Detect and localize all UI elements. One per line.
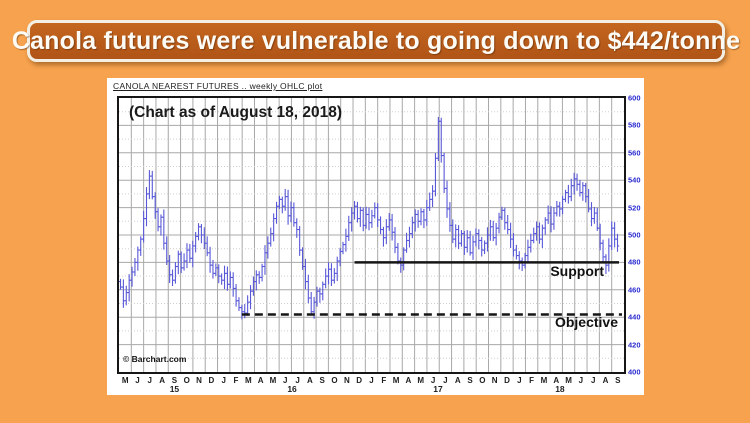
y-axis-label: 560 bbox=[628, 148, 641, 158]
chart-header-title: CANOLA NEAREST FUTURES .. weekly OHLC pl… bbox=[113, 81, 323, 91]
barchart-credit: © Barchart.com bbox=[123, 354, 187, 364]
month-label: D bbox=[504, 376, 510, 385]
month-label: J bbox=[443, 376, 448, 385]
y-axis-label: 540 bbox=[628, 175, 641, 185]
month-label: S bbox=[319, 376, 325, 385]
month-label: A bbox=[257, 376, 264, 385]
month-label: O bbox=[183, 376, 190, 385]
month-label: M bbox=[121, 376, 129, 385]
month-label: J bbox=[135, 376, 140, 385]
month-label: A bbox=[159, 376, 165, 385]
month-label: J bbox=[295, 376, 300, 385]
year-label: 16 bbox=[287, 384, 297, 394]
month-label: F bbox=[381, 376, 387, 385]
year-label: 18 bbox=[555, 384, 565, 394]
month-label: N bbox=[196, 376, 202, 385]
month-label: J bbox=[221, 376, 226, 385]
month-label: F bbox=[529, 376, 535, 385]
month-label: J bbox=[517, 376, 522, 385]
ohlc-chart bbox=[119, 98, 624, 372]
month-label: S bbox=[171, 376, 178, 385]
month-label: M bbox=[565, 376, 572, 385]
title-banner: Canola futures were vulnerable to going … bbox=[12, 20, 740, 62]
month-label: N bbox=[491, 376, 498, 385]
chart-panel: CANOLA NEAREST FUTURES .. weekly OHLC pl… bbox=[107, 78, 644, 395]
month-label: O bbox=[479, 376, 486, 385]
month-label: A bbox=[602, 376, 609, 385]
slide-title: Canola futures were vulnerable to going … bbox=[11, 26, 741, 55]
month-label: A bbox=[454, 376, 461, 385]
month-label: J bbox=[369, 376, 374, 385]
month-label: J bbox=[430, 376, 436, 385]
plot-area bbox=[117, 96, 626, 374]
month-label: M bbox=[417, 376, 425, 385]
y-axis-label: 400 bbox=[628, 367, 641, 377]
month-label: A bbox=[307, 376, 313, 385]
month-label: F bbox=[233, 376, 239, 385]
month-label: J bbox=[283, 376, 288, 385]
month-label: A bbox=[553, 376, 560, 385]
month-label: M bbox=[269, 376, 277, 385]
month-label: J bbox=[590, 376, 596, 385]
month-label: A bbox=[405, 376, 412, 385]
month-label: S bbox=[615, 376, 621, 385]
y-axis-label: 440 bbox=[628, 312, 641, 322]
month-label: J bbox=[147, 376, 153, 385]
y-axis-label: 480 bbox=[628, 257, 641, 267]
objective-line-label: Objective bbox=[554, 314, 618, 330]
y-axis-label: 600 bbox=[628, 93, 641, 103]
y-axis-label: 460 bbox=[628, 285, 641, 295]
y-axis-label: 580 bbox=[628, 120, 641, 130]
month-label: M bbox=[392, 376, 400, 385]
month-label: D bbox=[208, 376, 215, 385]
month-label: N bbox=[343, 376, 350, 385]
month-label: M bbox=[540, 376, 548, 385]
year-label: 15 bbox=[169, 384, 180, 394]
chart-date-annotation: (Chart as of August 18, 2018) bbox=[129, 104, 343, 121]
year-label: 17 bbox=[433, 384, 443, 394]
support-line-label: Support bbox=[550, 263, 604, 279]
month-label: S bbox=[467, 376, 473, 385]
y-axis-label: 500 bbox=[628, 230, 641, 240]
month-label: D bbox=[356, 376, 363, 385]
month-label: J bbox=[578, 376, 584, 385]
y-axis-label: 420 bbox=[628, 340, 641, 350]
y-axis-label: 520 bbox=[628, 203, 641, 213]
month-label: M bbox=[244, 376, 252, 385]
month-label: O bbox=[331, 376, 338, 385]
